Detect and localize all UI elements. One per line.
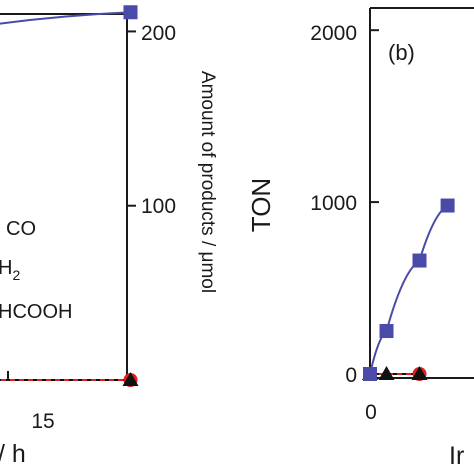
panel-b-x-tick-label: 0	[365, 401, 377, 424]
legend-label-co: CO	[6, 218, 36, 240]
panel-a-point-co	[123, 5, 138, 20]
panel-b-line-co	[369, 204, 449, 375]
panel-b-point-h2	[411, 366, 428, 380]
legend-label-hcooh: HCOOH	[0, 301, 72, 323]
panel-a: 15 100 200 / h Amount of products / μmol…	[0, 5, 218, 468]
panel-b-x-axis-title: Ir	[449, 442, 464, 470]
panel-a-x-tick-label: 15	[31, 410, 54, 433]
panel-a-y-tick-label: 200	[141, 22, 176, 45]
panel-b-point-co	[412, 253, 427, 268]
legend-label-h2-subscript: 2	[12, 267, 20, 283]
panel-b-y-tick-label: 1000	[310, 192, 357, 215]
panel-b-point-co	[440, 198, 455, 213]
panel-a-x-axis-title: / h	[0, 440, 26, 468]
panel-b-label: (b)	[388, 40, 415, 65]
panel-b-y-tick-label: 0	[345, 364, 357, 387]
legend-label-h2: H2	[0, 257, 20, 283]
panel-b-y-axis-title: TON	[246, 178, 276, 232]
panel-a-y-axis-title: Amount of products / μmol	[197, 71, 218, 293]
panel-b: 0 1000 2000 0 TON (b) Ir	[246, 7, 474, 470]
panel-b-point-co	[379, 324, 394, 339]
panel-b-point-h2	[378, 366, 395, 380]
panel-a-y-tick-label: 100	[141, 195, 176, 218]
legend-label-h2-main: H	[0, 257, 12, 279]
panel-a-point-h2	[122, 372, 139, 386]
panel-a-line-co	[0, 11, 131, 25]
panel-b-y-tick-label: 2000	[310, 22, 357, 45]
panel-b-point-co	[363, 367, 377, 381]
